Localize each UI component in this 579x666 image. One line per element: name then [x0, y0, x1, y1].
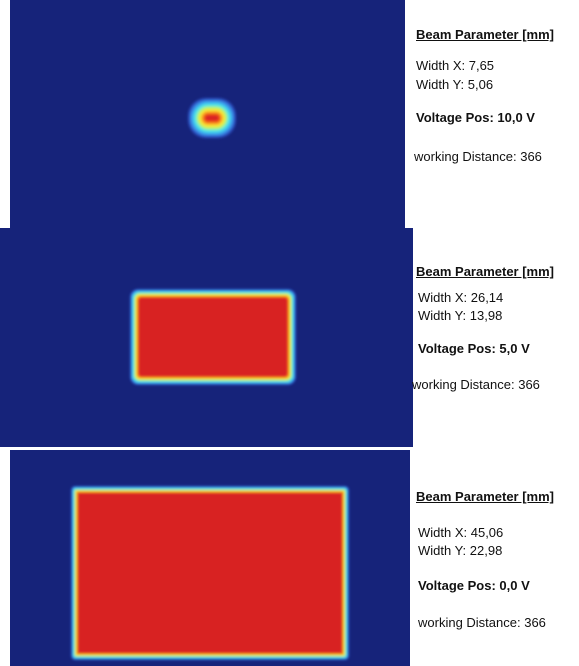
- heading: Beam Parameter [mm]: [416, 27, 554, 43]
- intensity-ring: [78, 493, 342, 653]
- beam-spot: [71, 486, 349, 660]
- intensity-ring: [206, 116, 219, 121]
- width-x: Width X: 7,65: [416, 58, 494, 74]
- width-x: Width X: 26,14: [418, 290, 503, 306]
- beam-image: [10, 450, 410, 666]
- width-y: Width Y: 5,06: [416, 77, 493, 93]
- figure: Beam Parameter [mm] Width X: 7,65 Width …: [0, 0, 579, 666]
- voltage: Voltage Pos: 10,0 V: [416, 110, 535, 126]
- width-x: Width X: 45,06: [418, 525, 503, 541]
- beam-image: [10, 0, 405, 228]
- intensity-ring: [139, 298, 287, 376]
- voltage: Voltage Pos: 0,0 V: [418, 578, 530, 594]
- width-y: Width Y: 22,98: [418, 543, 502, 559]
- distance: working Distance: 366: [412, 377, 540, 393]
- beam-image: [0, 228, 413, 447]
- beam-spot: [130, 289, 296, 385]
- heading: Beam Parameter [mm]: [416, 489, 554, 505]
- voltage: Voltage Pos: 5,0 V: [418, 341, 530, 357]
- beam-spot: [188, 98, 236, 138]
- distance: working Distance: 366: [414, 149, 542, 165]
- heading: Beam Parameter [mm]: [416, 264, 554, 280]
- width-y: Width Y: 13,98: [418, 308, 502, 324]
- distance: working Distance: 366: [418, 615, 546, 631]
